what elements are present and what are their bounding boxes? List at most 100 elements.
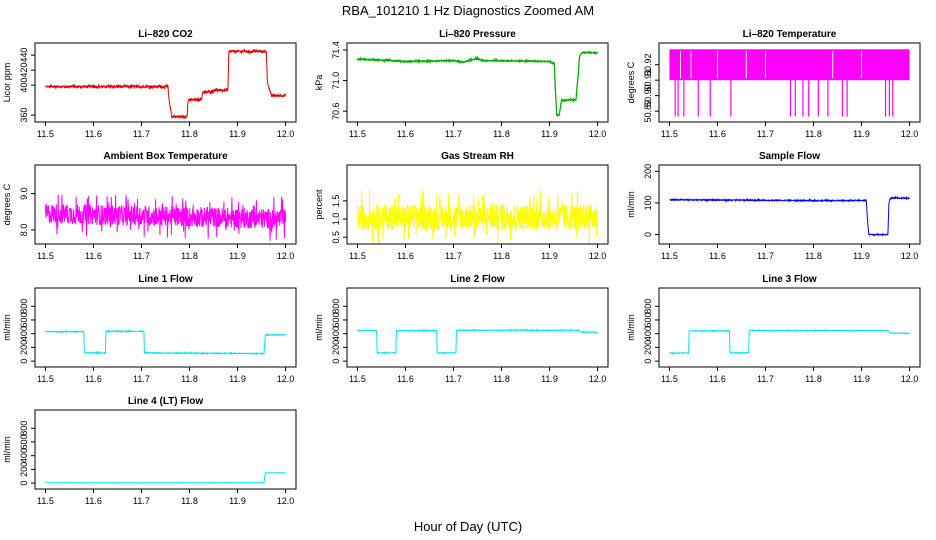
x-tick-label: 11.9 (853, 251, 870, 261)
y-axis-label: kPa (314, 75, 324, 91)
y-axis-label: ml/min (626, 314, 636, 341)
x-tick-label: 11.7 (133, 129, 150, 139)
x-tick-label: 12.0 (901, 251, 919, 261)
panel-title: Gas Stream RH (441, 151, 514, 162)
x-tick-label: 12.0 (277, 496, 295, 506)
panel-9: Line 3 Flow ml/min 11.5 11.6 11.7 11.8 11.9 12.… (626, 274, 921, 384)
plot-frame (34, 409, 297, 490)
series-group (356, 189, 599, 243)
x-tick-label: 12.0 (277, 129, 295, 139)
x-tick-label: 11.8 (493, 374, 510, 384)
y-axis-label: Licor ppm (2, 63, 12, 103)
x-tick-label: 11.8 (493, 129, 510, 139)
plot-frame (346, 164, 609, 245)
y-axis-label: ml/min (2, 314, 12, 341)
x-tick-label: 11.6 (709, 251, 726, 261)
x-tick-label: 12.0 (901, 374, 919, 384)
x-tick-label: 11.5 (37, 374, 54, 384)
x-tick-label: 11.6 (397, 374, 414, 384)
y-tick-label: 400 (19, 78, 29, 93)
x-tick-label: 11.5 (661, 129, 678, 139)
panel-title: Line 2 Flow (450, 274, 505, 285)
y-tick-label: 400 (331, 326, 341, 341)
panel-title: Line 1 Flow (138, 274, 193, 285)
x-tick-label: 11.6 (85, 496, 102, 506)
panel-4: Ambient Box Temperature degrees C 11.5 11.6… (2, 151, 297, 261)
plot-frame (34, 164, 297, 245)
x-tick-label: 11.7 (445, 129, 462, 139)
series-line (45, 472, 286, 484)
x-tick-label: 11.9 (229, 496, 246, 506)
panel-7: Line 1 Flow ml/min 11.5 11.6 11.7 11.8 11.9 12.… (2, 274, 297, 384)
plot-frame (658, 42, 921, 123)
y-tick-label: 50.91 (643, 69, 653, 92)
x-tick-label: 11.7 (133, 496, 150, 506)
y-tick-label: 400 (19, 326, 29, 341)
y-tick-label: 0 (19, 481, 29, 486)
series-group (45, 48, 287, 120)
x-tick-label: 12.0 (901, 129, 919, 139)
x-tick-label: 11.8 (181, 374, 198, 384)
x-tick-label: 11.8 (181, 496, 198, 506)
x-tick-label: 12.0 (589, 374, 607, 384)
x-tick-label: 11.5 (661, 251, 678, 261)
y-tick-label: 800 (19, 299, 29, 314)
x-tick-label: 11.8 (493, 251, 510, 261)
series-group (357, 328, 598, 355)
y-tick-label: 400 (643, 326, 653, 341)
y-tick-label: 600 (19, 312, 29, 327)
x-tick-label: 11.9 (541, 129, 558, 139)
y-tick-label: 800 (19, 421, 29, 436)
panel-6: Sample Flow ml/min 11.5 11.6 11.7 11.8 11.9 12.… (626, 151, 921, 261)
x-tick-label: 12.0 (277, 374, 295, 384)
y-tick-label: 400 (19, 448, 29, 463)
panel-title: Li–820 Pressure (439, 29, 516, 40)
series-line (44, 194, 287, 241)
x-tick-label: 11.7 (757, 251, 774, 261)
y-tick-label: 200 (331, 340, 341, 355)
panel-5: Gas Stream RH percent 11.5 11.6 11.7 11.8 11.9… (314, 151, 609, 261)
x-tick-label: 11.9 (229, 374, 246, 384)
plot-frame (34, 42, 297, 123)
y-tick-label: 0 (19, 359, 29, 364)
y-axis-label: degrees C (2, 183, 12, 225)
x-tick-label: 11.6 (85, 129, 102, 139)
panel-title: Line 3 Flow (762, 274, 817, 285)
panel-2: Li–820 Pressure kPa 11.5 11.6 11.7 11.8 11.9 12… (314, 29, 609, 139)
y-tick-label: 200 (643, 340, 653, 355)
panel-title: Sample Flow (759, 151, 820, 162)
panel-title: Ambient Box Temperature (103, 151, 228, 162)
y-tick-label: 8.0 (19, 224, 29, 237)
x-tick-label: 11.8 (805, 129, 822, 139)
y-tick-label: 600 (19, 434, 29, 449)
x-tick-label: 11.9 (229, 251, 246, 261)
series-group (356, 50, 599, 118)
x-tick-label: 11.5 (349, 251, 366, 261)
x-tick-label: 11.7 (757, 374, 774, 384)
panel-title: Line 4 (LT) Flow (128, 396, 204, 407)
series-band (669, 49, 910, 81)
series-line (45, 329, 286, 356)
series-group (669, 328, 910, 356)
plot-frame (658, 287, 921, 368)
y-tick-label: 9.0 (19, 187, 29, 200)
y-tick-label: 71.4 (331, 41, 341, 59)
series-line (356, 189, 599, 243)
y-axis-label: ml/min (314, 314, 324, 341)
y-tick-label: 440 (19, 48, 29, 63)
y-tick-label: 50.92 (643, 53, 653, 76)
series-group (45, 472, 286, 484)
x-tick-label: 11.8 (181, 251, 198, 261)
panel-title: Li–820 CO2 (138, 29, 193, 40)
series-line (356, 50, 599, 118)
x-tick-label: 11.5 (349, 129, 366, 139)
x-tick-label: 11.9 (853, 129, 870, 139)
y-axis-label: ml/min (626, 191, 636, 218)
x-tick-label: 11.9 (229, 129, 246, 139)
y-tick-label: 360 (19, 108, 29, 123)
y-tick-label: 420 (19, 63, 29, 78)
panel-1: Li–820 CO2 Licor ppm 11.5 11.6 11.7 11.8 11.9 1… (2, 29, 297, 139)
x-tick-label: 11.6 (85, 374, 102, 384)
x-tick-label: 11.7 (445, 251, 462, 261)
y-tick-label: 50.90 (643, 84, 653, 107)
